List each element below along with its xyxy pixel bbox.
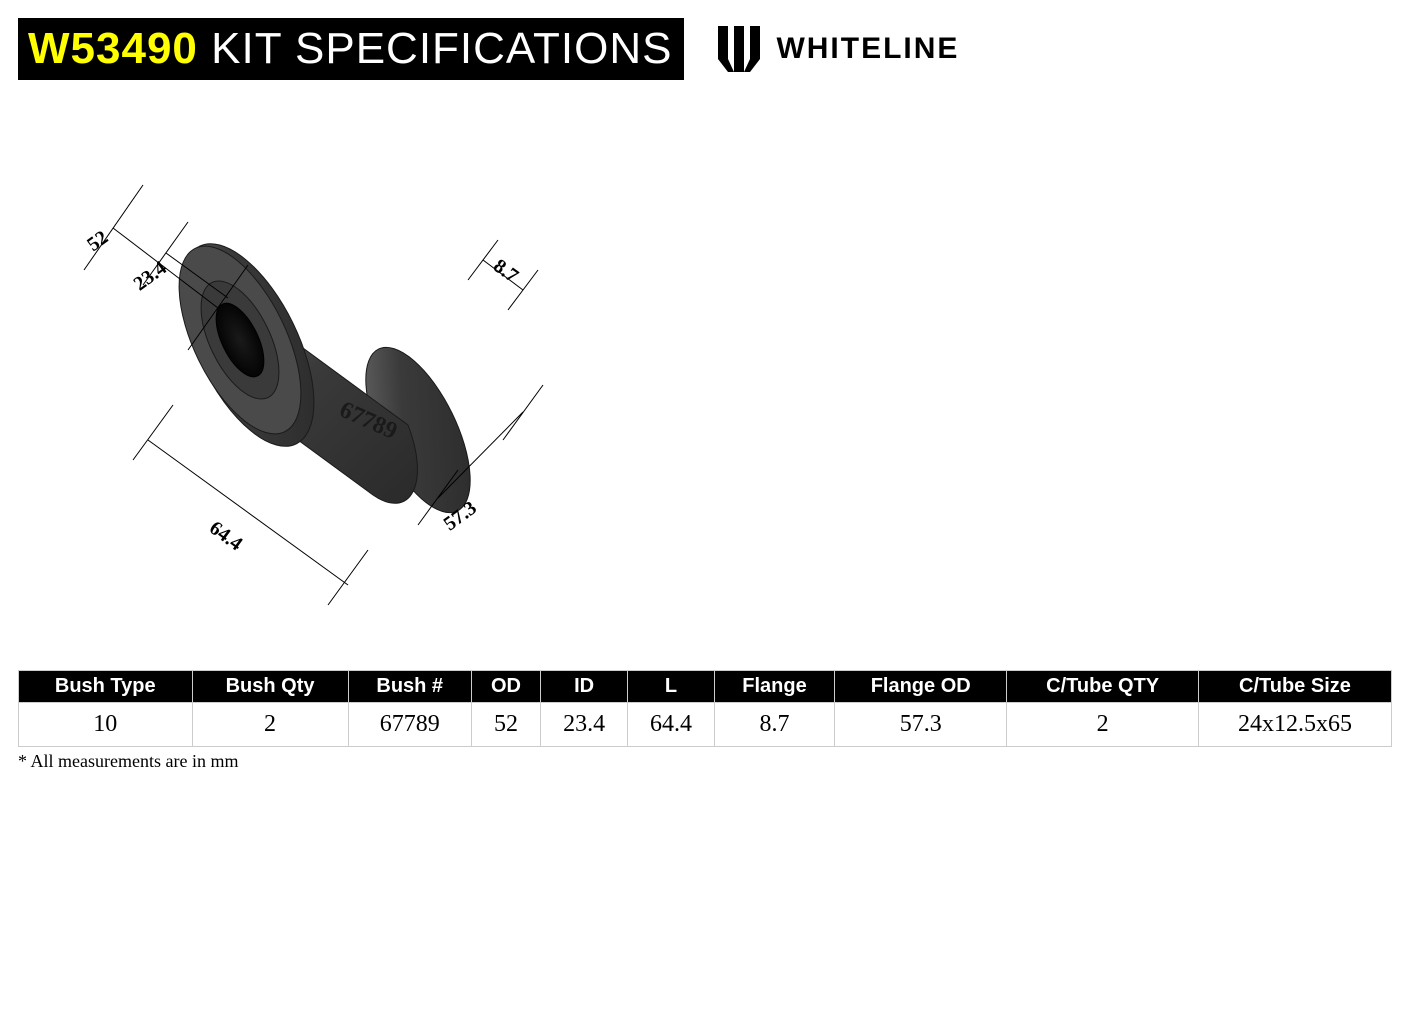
col-flange-od: Flange OD	[834, 671, 1006, 703]
header: W53490 KIT SPECIFICATIONS WHITELINE	[18, 18, 1392, 80]
brand-name: WHITELINE	[776, 32, 959, 66]
col-ctube-qty: C/Tube QTY	[1007, 671, 1199, 703]
title-bar: W53490 KIT SPECIFICATIONS	[18, 18, 684, 80]
cell-flange: 8.7	[714, 703, 834, 747]
col-bush-type: Bush Type	[19, 671, 193, 703]
col-id: ID	[541, 671, 628, 703]
footnote: * All measurements are in mm	[18, 751, 1392, 772]
bushing-drawing: 67789	[48, 150, 608, 630]
title-suffix: KIT SPECIFICATIONS	[198, 24, 673, 73]
cell-ctube-qty: 2	[1007, 703, 1199, 747]
table-row: 10 2 67789 52 23.4 64.4 8.7 57.3 2 24x12…	[19, 703, 1392, 747]
table-header-row: Bush Type Bush Qty Bush # OD ID L Flange…	[19, 671, 1392, 703]
cell-bush-num: 67789	[348, 703, 471, 747]
cell-bush-type: 10	[19, 703, 193, 747]
cell-l: 64.4	[628, 703, 715, 747]
cell-flange-od: 57.3	[834, 703, 1006, 747]
brand-icon	[712, 22, 766, 76]
col-ctube-size: C/Tube Size	[1198, 671, 1391, 703]
col-l: L	[628, 671, 715, 703]
spec-table: Bush Type Bush Qty Bush # OD ID L Flange…	[18, 670, 1392, 747]
col-bush-num: Bush #	[348, 671, 471, 703]
technical-diagram: 67789 52 23.4 64.4 8.7 57.3	[48, 150, 608, 630]
col-bush-qty: Bush Qty	[192, 671, 348, 703]
cell-bush-qty: 2	[192, 703, 348, 747]
cell-od: 52	[471, 703, 540, 747]
col-flange: Flange	[714, 671, 834, 703]
part-number: W53490	[28, 24, 198, 73]
brand-logo: WHITELINE	[712, 22, 959, 76]
cell-ctube-size: 24x12.5x65	[1198, 703, 1391, 747]
col-od: OD	[471, 671, 540, 703]
cell-id: 23.4	[541, 703, 628, 747]
